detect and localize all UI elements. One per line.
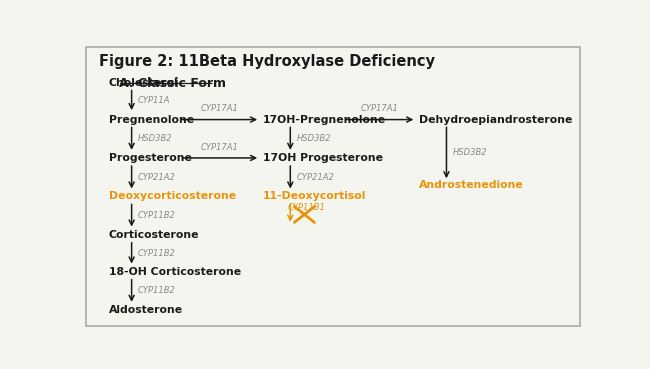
- Text: Pregnenolone: Pregnenolone: [109, 114, 194, 125]
- Text: CYP17A1: CYP17A1: [201, 104, 239, 113]
- Text: HSD3B2: HSD3B2: [296, 134, 331, 143]
- Text: CYP11B2: CYP11B2: [138, 249, 176, 258]
- Text: Progesterone: Progesterone: [109, 153, 192, 163]
- Text: HSD3B2: HSD3B2: [452, 148, 487, 157]
- Text: Deoxycorticosterone: Deoxycorticosterone: [109, 191, 236, 201]
- Text: CYP11B2: CYP11B2: [138, 286, 176, 295]
- Text: CYP21A2: CYP21A2: [138, 173, 176, 182]
- Text: Dehydroepiandrosterone: Dehydroepiandrosterone: [419, 114, 572, 125]
- Text: CYP11A: CYP11A: [138, 96, 170, 105]
- Text: 17OH-Pregnenolone: 17OH-Pregnenolone: [263, 114, 385, 125]
- Text: Androstenedione: Androstenedione: [419, 180, 523, 190]
- Text: 17OH Progesterone: 17OH Progesterone: [263, 153, 383, 163]
- Text: Figure 2: 11Beta Hydroxylase Deficiency: Figure 2: 11Beta Hydroxylase Deficiency: [99, 54, 435, 69]
- Text: Cholesterol: Cholesterol: [109, 77, 179, 88]
- Text: CYP17A1: CYP17A1: [201, 143, 239, 152]
- Text: CYP11B2: CYP11B2: [138, 211, 176, 220]
- Text: CYP11B1: CYP11B1: [288, 203, 326, 213]
- Text: CYP17A1: CYP17A1: [361, 104, 398, 113]
- Text: CYP21A2: CYP21A2: [296, 173, 334, 182]
- Text: 18-OH Corticosterone: 18-OH Corticosterone: [109, 266, 241, 277]
- FancyBboxPatch shape: [86, 47, 580, 325]
- Text: A. Classic Form: A. Classic Form: [119, 77, 226, 90]
- Text: 11-Deoxycortisol: 11-Deoxycortisol: [263, 191, 366, 201]
- Text: HSD3B2: HSD3B2: [138, 134, 172, 143]
- Text: Corticosterone: Corticosterone: [109, 230, 200, 239]
- Text: Aldosterone: Aldosterone: [109, 305, 183, 315]
